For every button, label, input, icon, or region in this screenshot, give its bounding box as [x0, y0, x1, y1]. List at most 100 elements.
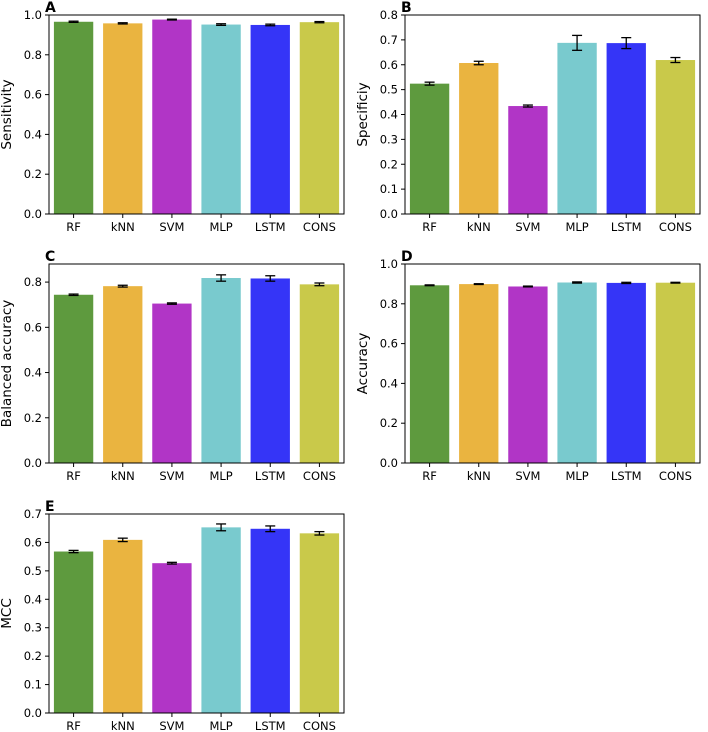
bar-d-svm — [508, 286, 548, 463]
bar-e-knn — [103, 539, 143, 713]
x-tick-label-b-mlp: MLP — [565, 220, 588, 234]
x-tick-label-a-cons: CONS — [303, 220, 336, 234]
bar-d-mlp — [557, 282, 597, 463]
y-tick-label-d: 0.0 — [380, 456, 398, 470]
x-tick-label-c-cons: CONS — [303, 469, 336, 483]
bar-a-knn — [103, 23, 143, 214]
bar-c-cons — [299, 284, 340, 463]
y-tick-label-b: 0.1 — [380, 182, 398, 196]
y-tick-label-b: 0.4 — [380, 108, 398, 122]
y-tick-label-e: 0.0 — [24, 706, 42, 720]
error-bar-b-cons — [670, 56, 681, 64]
x-tick-label-c-knn: kNN — [111, 469, 135, 483]
y-tick-label-d: 0.2 — [380, 416, 398, 430]
y-tick-label-b: 0.7 — [380, 33, 398, 47]
y-tick-label-c: 0.6 — [24, 320, 42, 334]
error-bar-e-svm — [166, 561, 177, 565]
y-tick-label-b: 0.3 — [380, 132, 398, 146]
bar-b-cons — [655, 60, 696, 215]
x-tick-label-a-rf: RF — [66, 220, 81, 234]
y-tick-label-e: 0.5 — [24, 564, 42, 578]
error-bar-e-knn — [117, 537, 128, 543]
bar-b-svm — [508, 106, 548, 214]
y-tick-label-a: 0.2 — [24, 167, 42, 181]
bar-e-cons — [299, 533, 340, 713]
axes-frame-e — [48, 513, 345, 714]
panel-letter-d: D — [401, 249, 413, 265]
error-bar-a-rf — [68, 20, 79, 24]
bar-c-svm — [152, 303, 192, 463]
y-axis-label-a: Sensitivity — [0, 79, 15, 149]
bar-c-lstm — [250, 278, 290, 463]
x-tick-label-b-cons: CONS — [659, 220, 692, 234]
error-bar-a-mlp — [216, 23, 227, 26]
x-tick-label-e-cons: CONS — [303, 719, 336, 732]
error-bar-b-mlp — [572, 34, 583, 51]
axes-frame-d — [404, 263, 701, 464]
bar-e-mlp — [201, 527, 241, 713]
x-tick-label-e-svm: SVM — [159, 719, 184, 732]
error-bar-a-lstm — [265, 23, 276, 27]
y-tick-label-c: 0.8 — [24, 275, 42, 289]
x-tick-label-a-knn: kNN — [111, 220, 135, 234]
bar-a-cons — [299, 22, 340, 214]
error-bar-c-cons — [314, 282, 325, 287]
y-axis-label-e: MCC — [0, 598, 15, 629]
bar-e-svm — [152, 563, 192, 713]
error-bar-e-cons — [314, 530, 325, 536]
error-bar-d-rf — [424, 284, 435, 287]
y-tick-label-a: 0.4 — [24, 127, 42, 141]
bar-b-mlp — [557, 42, 597, 214]
error-bar-b-lstm — [621, 36, 632, 50]
y-tick-label-c: 0.2 — [24, 411, 42, 425]
y-tick-label-a: 0.8 — [24, 48, 42, 62]
x-tick-label-d-mlp: MLP — [565, 469, 588, 483]
bar-d-lstm — [606, 282, 646, 463]
y-tick-label-e: 0.3 — [24, 621, 42, 635]
error-bar-b-rf — [424, 81, 435, 86]
y-tick-label-e: 0.7 — [24, 507, 42, 521]
y-tick-label-b: 0.6 — [380, 58, 398, 72]
error-bar-b-svm — [522, 104, 533, 108]
panel-e: E RF kNN SVM MLP LSTM CONS 0.0 0.1 0.2 0.3 0.4 0.5 0.… — [0, 499, 345, 732]
x-tick-label-c-svm: SVM — [159, 469, 184, 483]
error-bar-a-knn — [117, 22, 128, 25]
error-bar-a-svm — [166, 18, 177, 21]
y-axis-label-c: Balanced accuracy — [0, 300, 15, 428]
axes-frame-a — [48, 14, 345, 215]
panel-b: B RF kNN SVM MLP LSTM CONS 0.0 0.1 0.2 0.3 0.4 0.5 0.… — [355, 0, 701, 234]
axes-frame-c — [48, 263, 345, 464]
x-tick-label-a-mlp: MLP — [209, 220, 232, 234]
panel-a: A RF kNN SVM MLP LSTM CONS 0.0 0.2 0.4 0.6 0.8 1.0 Se… — [0, 0, 345, 234]
x-tick-label-b-svm: SVM — [515, 220, 540, 234]
y-tick-label-e: 0.6 — [24, 535, 42, 549]
error-bar-e-lstm — [265, 525, 276, 533]
x-tick-label-b-rf: RF — [422, 220, 437, 234]
x-tick-label-e-lstm: LSTM — [255, 719, 286, 732]
error-bar-d-mlp — [572, 281, 583, 284]
bar-e-rf — [53, 551, 94, 713]
y-tick-label-c: 0.0 — [24, 456, 42, 470]
y-tick-label-a: 0.0 — [24, 207, 42, 221]
error-bar-c-mlp — [216, 274, 227, 282]
x-tick-label-d-rf: RF — [422, 469, 437, 483]
y-tick-label-e: 0.2 — [24, 649, 42, 663]
error-bar-b-knn — [473, 60, 484, 66]
x-tick-label-b-knn: kNN — [467, 220, 491, 234]
error-bar-d-lstm — [621, 281, 632, 285]
error-bar-d-cons — [670, 281, 681, 284]
bar-a-lstm — [250, 24, 290, 215]
y-tick-label-e: 0.4 — [24, 592, 42, 606]
panel-letter-b: B — [401, 0, 412, 16]
x-tick-label-c-rf: RF — [66, 469, 81, 483]
bar-b-rf — [409, 83, 450, 214]
y-tick-label-c: 0.4 — [24, 366, 42, 380]
x-tick-label-d-knn: kNN — [467, 469, 491, 483]
error-bar-c-svm — [166, 302, 177, 305]
x-tick-label-e-mlp: MLP — [209, 719, 232, 732]
x-tick-label-c-lstm: LSTM — [255, 469, 286, 483]
bar-c-knn — [103, 286, 143, 463]
y-tick-label-b: 0.5 — [380, 83, 398, 97]
bar-a-rf — [53, 21, 94, 214]
